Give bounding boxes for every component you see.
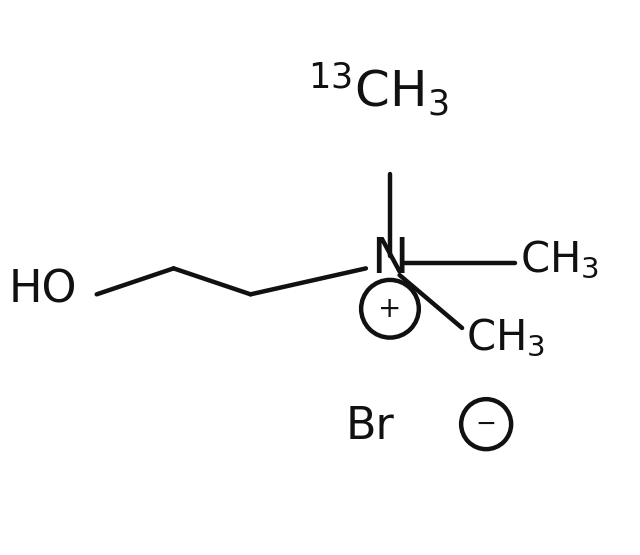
Text: CH$_3$: CH$_3$ <box>466 316 545 359</box>
Text: $^{13}$CH$_3$: $^{13}$CH$_3$ <box>308 61 449 118</box>
Text: CH$_3$: CH$_3$ <box>520 239 599 281</box>
Text: −: − <box>476 412 497 436</box>
Text: +: + <box>378 295 402 323</box>
Text: N: N <box>371 235 409 282</box>
Text: HO: HO <box>9 268 77 311</box>
Text: Br: Br <box>346 405 395 447</box>
